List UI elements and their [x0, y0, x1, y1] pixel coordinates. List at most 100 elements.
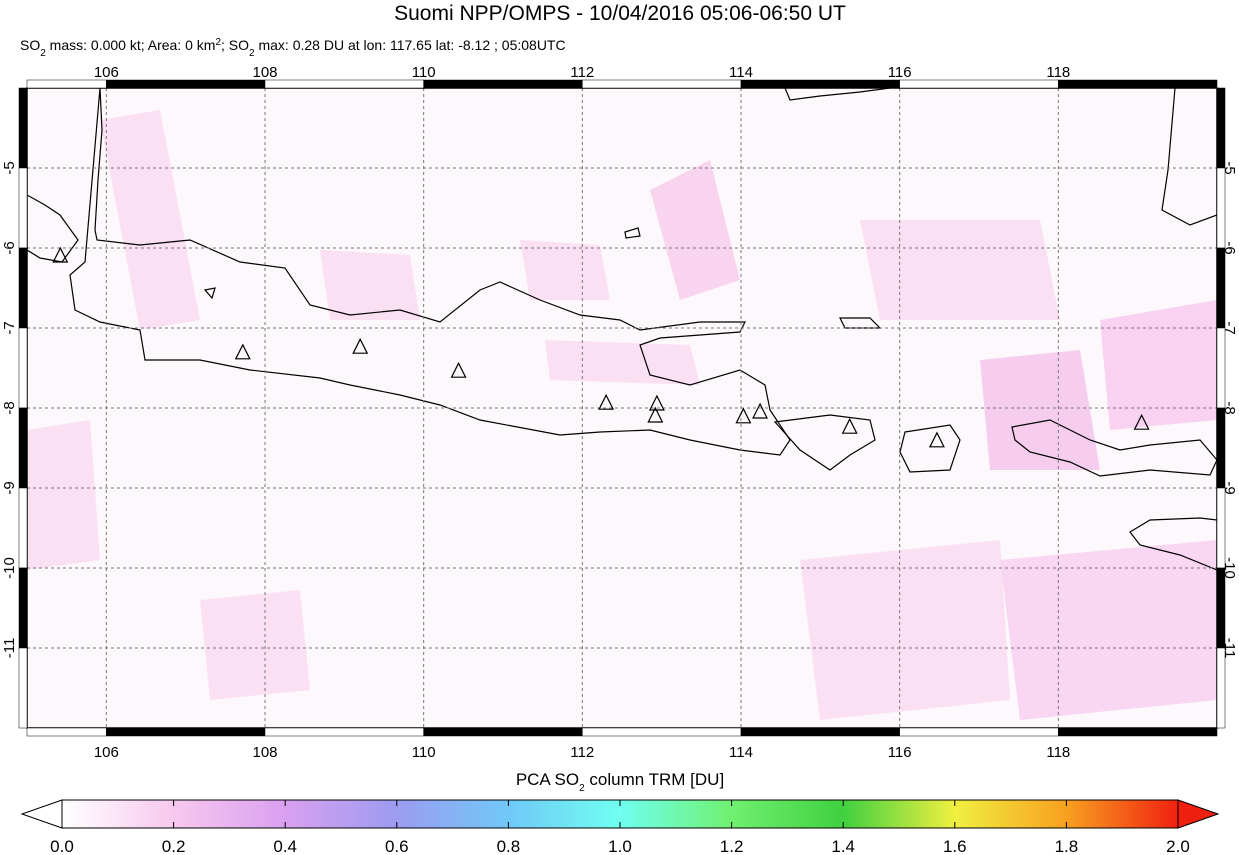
colorbar-extension-low: [20, 799, 63, 829]
x-tick-label: 106: [94, 744, 119, 761]
frame-segment: [18, 247, 28, 329]
volcano-marker: [352, 337, 369, 354]
frame-segment: [264, 79, 424, 89]
x-tick-label: 116: [888, 64, 912, 81]
y-tick-label: -9: [1221, 481, 1238, 494]
volcano-marker: [598, 393, 615, 410]
map-area: [27, 88, 1217, 728]
x-tick-label: 112: [570, 64, 594, 81]
axes-labels: 106 106 108 108 110 110 112 112 114 114 116 116 118 1…: [1, 64, 1238, 761]
x-tick-label: 112: [570, 744, 594, 761]
text-part: SO: [20, 37, 40, 53]
volcano-marker: [841, 417, 858, 434]
x-tick-label: 108: [252, 744, 277, 761]
frame-segment: [18, 87, 28, 169]
y-tick-label: -6: [1, 241, 18, 254]
frame-segment: [1216, 167, 1226, 249]
so2-retrieval-patches: [27, 110, 1217, 720]
title: Suomi NPP/OMPS - 10/04/2016 05:06-06:50 …: [394, 2, 846, 25]
y-tick-label: -11: [1221, 638, 1238, 659]
colorbar-tick-label: 1.0: [608, 837, 632, 855]
frame-segment: [1216, 567, 1226, 649]
colorbar-tick-label: 0.4: [273, 837, 297, 855]
volcano-marker: [647, 406, 664, 423]
y-tick-label: -5: [1221, 161, 1238, 174]
volcano-marker: [52, 246, 69, 263]
y-tick-label: -7: [1, 321, 18, 334]
volcano-marker: [735, 407, 752, 424]
colorbar: 0.0 0.2 0.4 0.6 0.8 1.0 1.2 1.4 1.6 1.8 2.0: [20, 799, 1220, 855]
text-part: 2: [40, 48, 46, 59]
x-tick-label: 114: [729, 64, 753, 81]
frame-segment: [18, 567, 28, 649]
y-tick-label: -11: [1, 638, 18, 659]
x-tick-label: 110: [412, 744, 436, 761]
text-part: 2: [249, 48, 255, 59]
frame-segment: [18, 647, 28, 729]
frame-segment: [582, 79, 742, 89]
frame-segment: [1058, 79, 1218, 89]
frame-segment: [26, 727, 107, 737]
colorbar-tick-label: 0.0: [50, 837, 74, 855]
text-part: PCA SO: [516, 770, 579, 789]
frame-segment: [1058, 727, 1218, 737]
subtitle: SO2 mass: 0.000 kt; Area: 0 km2; SO2 max…: [20, 37, 566, 59]
y-tick-label: -6: [1221, 241, 1238, 254]
frame-segment: [106, 79, 266, 89]
y-tick-label: -8: [1, 401, 18, 414]
coastlines: [27, 88, 1217, 571]
y-tick-label: -10: [1221, 557, 1238, 579]
frame-segment: [1216, 247, 1226, 329]
colorbar-tick-label: 0.2: [162, 837, 186, 855]
y-tick-label: -5: [1, 161, 18, 174]
frame-segment: [106, 727, 266, 737]
colorbar-label: PCA SO2 column TRM [DU]: [516, 770, 724, 794]
y-tick-label: -10: [1, 557, 18, 579]
frame-segment: [1216, 327, 1226, 409]
volcano-marker: [928, 431, 945, 448]
text-part: 2: [215, 37, 221, 48]
colorbar-tick-label: 0.8: [497, 837, 521, 855]
colorbar-tick-label: 0.6: [385, 837, 409, 855]
x-tick-label: 116: [888, 744, 912, 761]
y-tick-label: -8: [1221, 401, 1238, 414]
text-part: 2: [579, 783, 585, 794]
x-tick-label: 118: [1046, 744, 1070, 761]
text-part: column TRM [DU]: [585, 770, 725, 789]
volcano-marker: [1133, 413, 1150, 430]
frame-segment: [423, 79, 583, 89]
grid: [27, 88, 1217, 728]
frame-segment: [1216, 87, 1226, 169]
text-part: ; SO: [221, 37, 249, 53]
x-tick-label: 114: [729, 744, 753, 761]
frame-segment: [26, 79, 107, 89]
x-tick-label: 108: [252, 64, 277, 81]
x-tick-label: 110: [412, 64, 436, 81]
colorbar-tick-label: 1.6: [943, 837, 967, 855]
text-part: max: 0.28 DU at lon: 117.65 lat: -8.12 ;…: [255, 37, 566, 53]
colorbar-tick-label: 1.4: [831, 837, 855, 855]
frame-segment: [18, 407, 28, 489]
frame-segment: [423, 727, 583, 737]
volcano-marker: [752, 402, 769, 419]
colorbar-tick-label: 1.8: [1055, 837, 1079, 855]
volcano-marker: [234, 343, 251, 360]
frame-segment: [899, 727, 1059, 737]
text-part: mass: 0.000 kt; Area: 0 km: [46, 37, 216, 53]
frame-segment: [1216, 407, 1226, 489]
volcanoes: [52, 246, 1150, 448]
colorbar-tick-label: 1.2: [720, 837, 744, 855]
volcano-marker: [450, 361, 467, 378]
frame-border: [18, 79, 1226, 737]
frame-segment: [740, 727, 900, 737]
frame-segment: [1216, 647, 1226, 729]
frame-segment: [740, 79, 900, 89]
colorbar-tick-label: 2.0: [1166, 837, 1190, 855]
colorbar-extension-high: [1177, 799, 1220, 829]
y-tick-label: -9: [1, 481, 18, 494]
y-tick-label: -7: [1221, 321, 1238, 334]
frame-segment: [1216, 487, 1226, 569]
frame-segment: [899, 79, 1059, 89]
frame-segment: [264, 727, 424, 737]
